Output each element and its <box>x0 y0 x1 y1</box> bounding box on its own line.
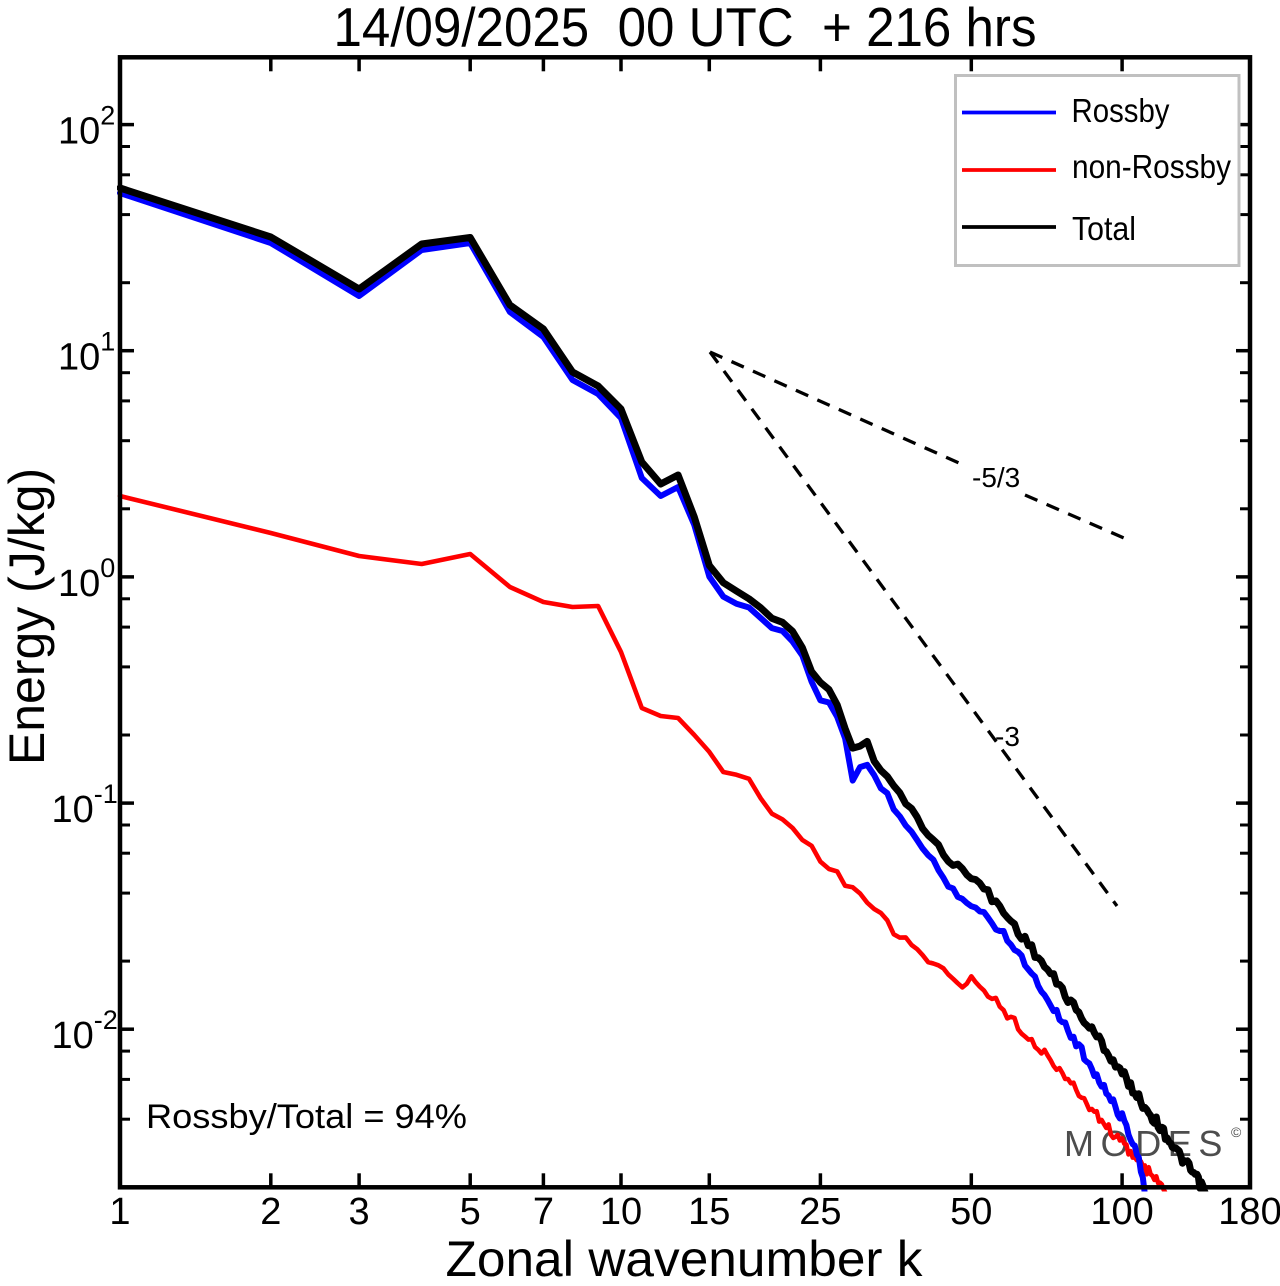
svg-text:10: 10 <box>600 1191 642 1233</box>
svg-text:15: 15 <box>688 1191 730 1233</box>
svg-text:100: 100 <box>1090 1191 1153 1233</box>
svg-text:-3: -3 <box>995 721 1020 752</box>
svg-text:-5/3: -5/3 <box>972 462 1020 493</box>
svg-text:Rossby: Rossby <box>1072 92 1170 129</box>
svg-text:Total: Total <box>1072 210 1136 247</box>
svg-text:1: 1 <box>109 1191 130 1233</box>
svg-text:Rossby/Total = 94%: Rossby/Total = 94% <box>146 1098 467 1136</box>
svg-text:180: 180 <box>1218 1191 1280 1233</box>
svg-text:2: 2 <box>260 1191 281 1233</box>
svg-text:25: 25 <box>799 1191 841 1233</box>
svg-text:50: 50 <box>950 1191 992 1233</box>
svg-text:3: 3 <box>349 1191 370 1233</box>
svg-text:Energy (J/kg): Energy (J/kg) <box>0 468 55 765</box>
svg-text:MODES: MODES <box>1064 1123 1229 1164</box>
svg-text:14/09/2025 00 UTC + 216 hrs: 14/09/2025 00 UTC + 216 hrs <box>334 0 1037 58</box>
svg-text:non-Rossby: non-Rossby <box>1072 148 1231 185</box>
svg-text:5: 5 <box>460 1191 481 1233</box>
svg-text:7: 7 <box>533 1191 554 1233</box>
svg-text:©: © <box>1231 1124 1242 1140</box>
svg-text:Zonal wavenumber k: Zonal wavenumber k <box>446 1231 924 1281</box>
